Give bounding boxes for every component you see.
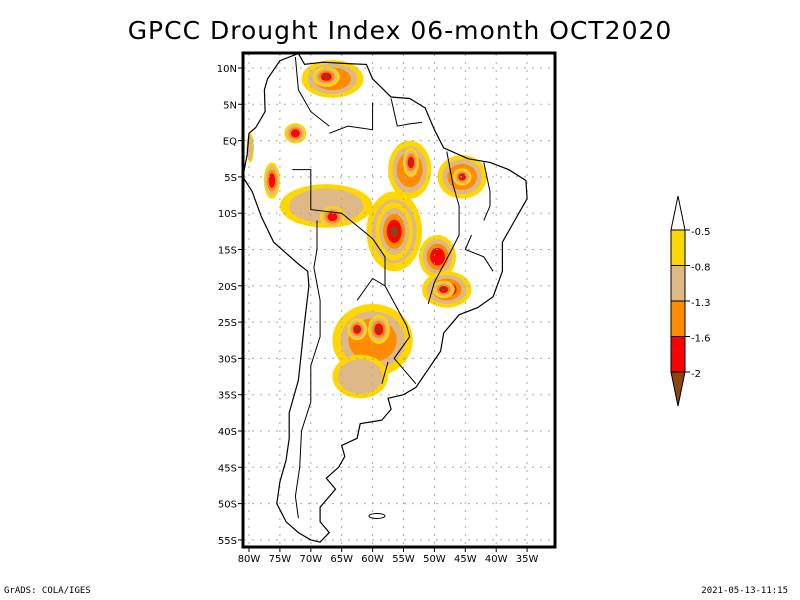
colorbar-label: -1.3: [691, 298, 711, 309]
lat-tick-label: 20S: [218, 282, 237, 293]
drought-region-pampas: [332, 354, 389, 399]
drought-region-amazon-southwest: [279, 184, 373, 228]
drought-region-bolivia-north: [320, 205, 345, 228]
colorbar: -0.5 -0.8 -1.3 -1.6 -2: [670, 195, 711, 407]
drought-band: [460, 175, 465, 179]
drought-band: [337, 359, 383, 394]
drought-region-mato-grosso-core: [375, 202, 413, 261]
drought-band: [441, 287, 446, 292]
drought-region-para-core: [402, 147, 419, 177]
national-border: [381, 361, 389, 384]
colorbar-label: -1.6: [691, 334, 711, 345]
timestamp: 2021-05-13-11:15: [701, 586, 788, 596]
lon-tick-label: 45W: [454, 554, 477, 565]
national-border: [356, 277, 386, 301]
drought-region-goias: [418, 234, 457, 279]
colorbar-segment: [670, 336, 686, 373]
lon-tick-label: 50W: [423, 554, 446, 565]
drought-band: [376, 326, 382, 333]
colorbar-segment: [670, 229, 686, 266]
lat-tick-label: 45S: [218, 463, 237, 474]
grads-credit: GrADS: COLA/IGES: [4, 586, 91, 596]
drought-band: [390, 225, 398, 238]
coastline-layer: [244, 54, 528, 543]
lat-tick-label: 10N: [217, 64, 237, 75]
lon-tick-label: 80W: [238, 554, 261, 565]
lon-tick-label: 70W: [299, 554, 322, 565]
lat-tick-label: 15S: [218, 246, 237, 257]
lat-tick-label: EQ: [223, 137, 237, 148]
drought-region-chaco-core-west: [347, 318, 368, 341]
lon-tick-label: 65W: [330, 554, 353, 565]
drought-band: [409, 159, 413, 166]
drought-region-colombia-central: [284, 123, 307, 144]
drought-band: [355, 327, 360, 332]
colorbar-segment: [670, 265, 686, 302]
national-border: [329, 102, 374, 134]
lon-tick-label: 35W: [516, 554, 539, 565]
national-border: [483, 162, 491, 221]
drought-band: [430, 248, 445, 266]
national-border: [464, 234, 494, 272]
drought-region-venezuela-core: [312, 66, 340, 87]
lat-tick-label: 30S: [218, 354, 237, 365]
drought-region-minas-core: [432, 280, 455, 299]
lat-tick-label: 25S: [218, 318, 237, 329]
lon-tick-label: 40W: [485, 554, 508, 565]
drought-band: [323, 74, 329, 79]
falkland-islands: [368, 512, 386, 519]
drought-region-peru-north: [263, 162, 280, 199]
drought-band: [289, 188, 364, 224]
lon-tick-label: 75W: [269, 554, 292, 565]
map-title: GPCC Drought Index 06-month OCT2020: [127, 16, 673, 45]
drought-band: [268, 173, 276, 188]
lat-tick-label: 35S: [218, 391, 237, 402]
national-border: [313, 220, 318, 268]
national-border: [427, 151, 460, 305]
national-border: [292, 169, 417, 385]
colorbar-top-arrow: [670, 195, 686, 231]
lat-tick-label: 50S: [218, 500, 237, 511]
map-frame: [241, 51, 557, 549]
lon-tick-label: 55W: [392, 554, 415, 565]
drought-band: [290, 129, 300, 138]
drought-band: [327, 212, 338, 222]
longitude-axis: 80W 75W 70W 65W 60W 55W 50W 45W 40W 35W: [238, 547, 539, 565]
national-border: [390, 98, 423, 127]
colorbar-bottom-arrow: [670, 371, 686, 407]
drought-shading-layer: [246, 60, 487, 399]
drought-region-chaco-core-east: [367, 314, 390, 344]
lat-tick-label: 55S: [218, 536, 237, 547]
colorbar-label: -2: [691, 369, 701, 380]
colorbar-label: -0.8: [691, 263, 711, 274]
national-border: [294, 267, 321, 519]
lat-tick-label: 5N: [223, 100, 237, 111]
lat-tick-label: 40S: [218, 427, 237, 438]
colorbar-segment: [670, 300, 686, 337]
lat-tick-label: 5S: [224, 173, 237, 184]
national-border: [294, 57, 330, 127]
lon-tick-label: 60W: [361, 554, 384, 565]
south-america-coastline: [244, 54, 528, 543]
lat-tick-label: 10S: [218, 209, 237, 220]
latitude-axis: 10N 5N EQ 5S 10S 15S 20S 25S 30S 35S 40S 45S 50S 55S: [217, 64, 243, 547]
colorbar-label: -0.5: [691, 227, 711, 238]
